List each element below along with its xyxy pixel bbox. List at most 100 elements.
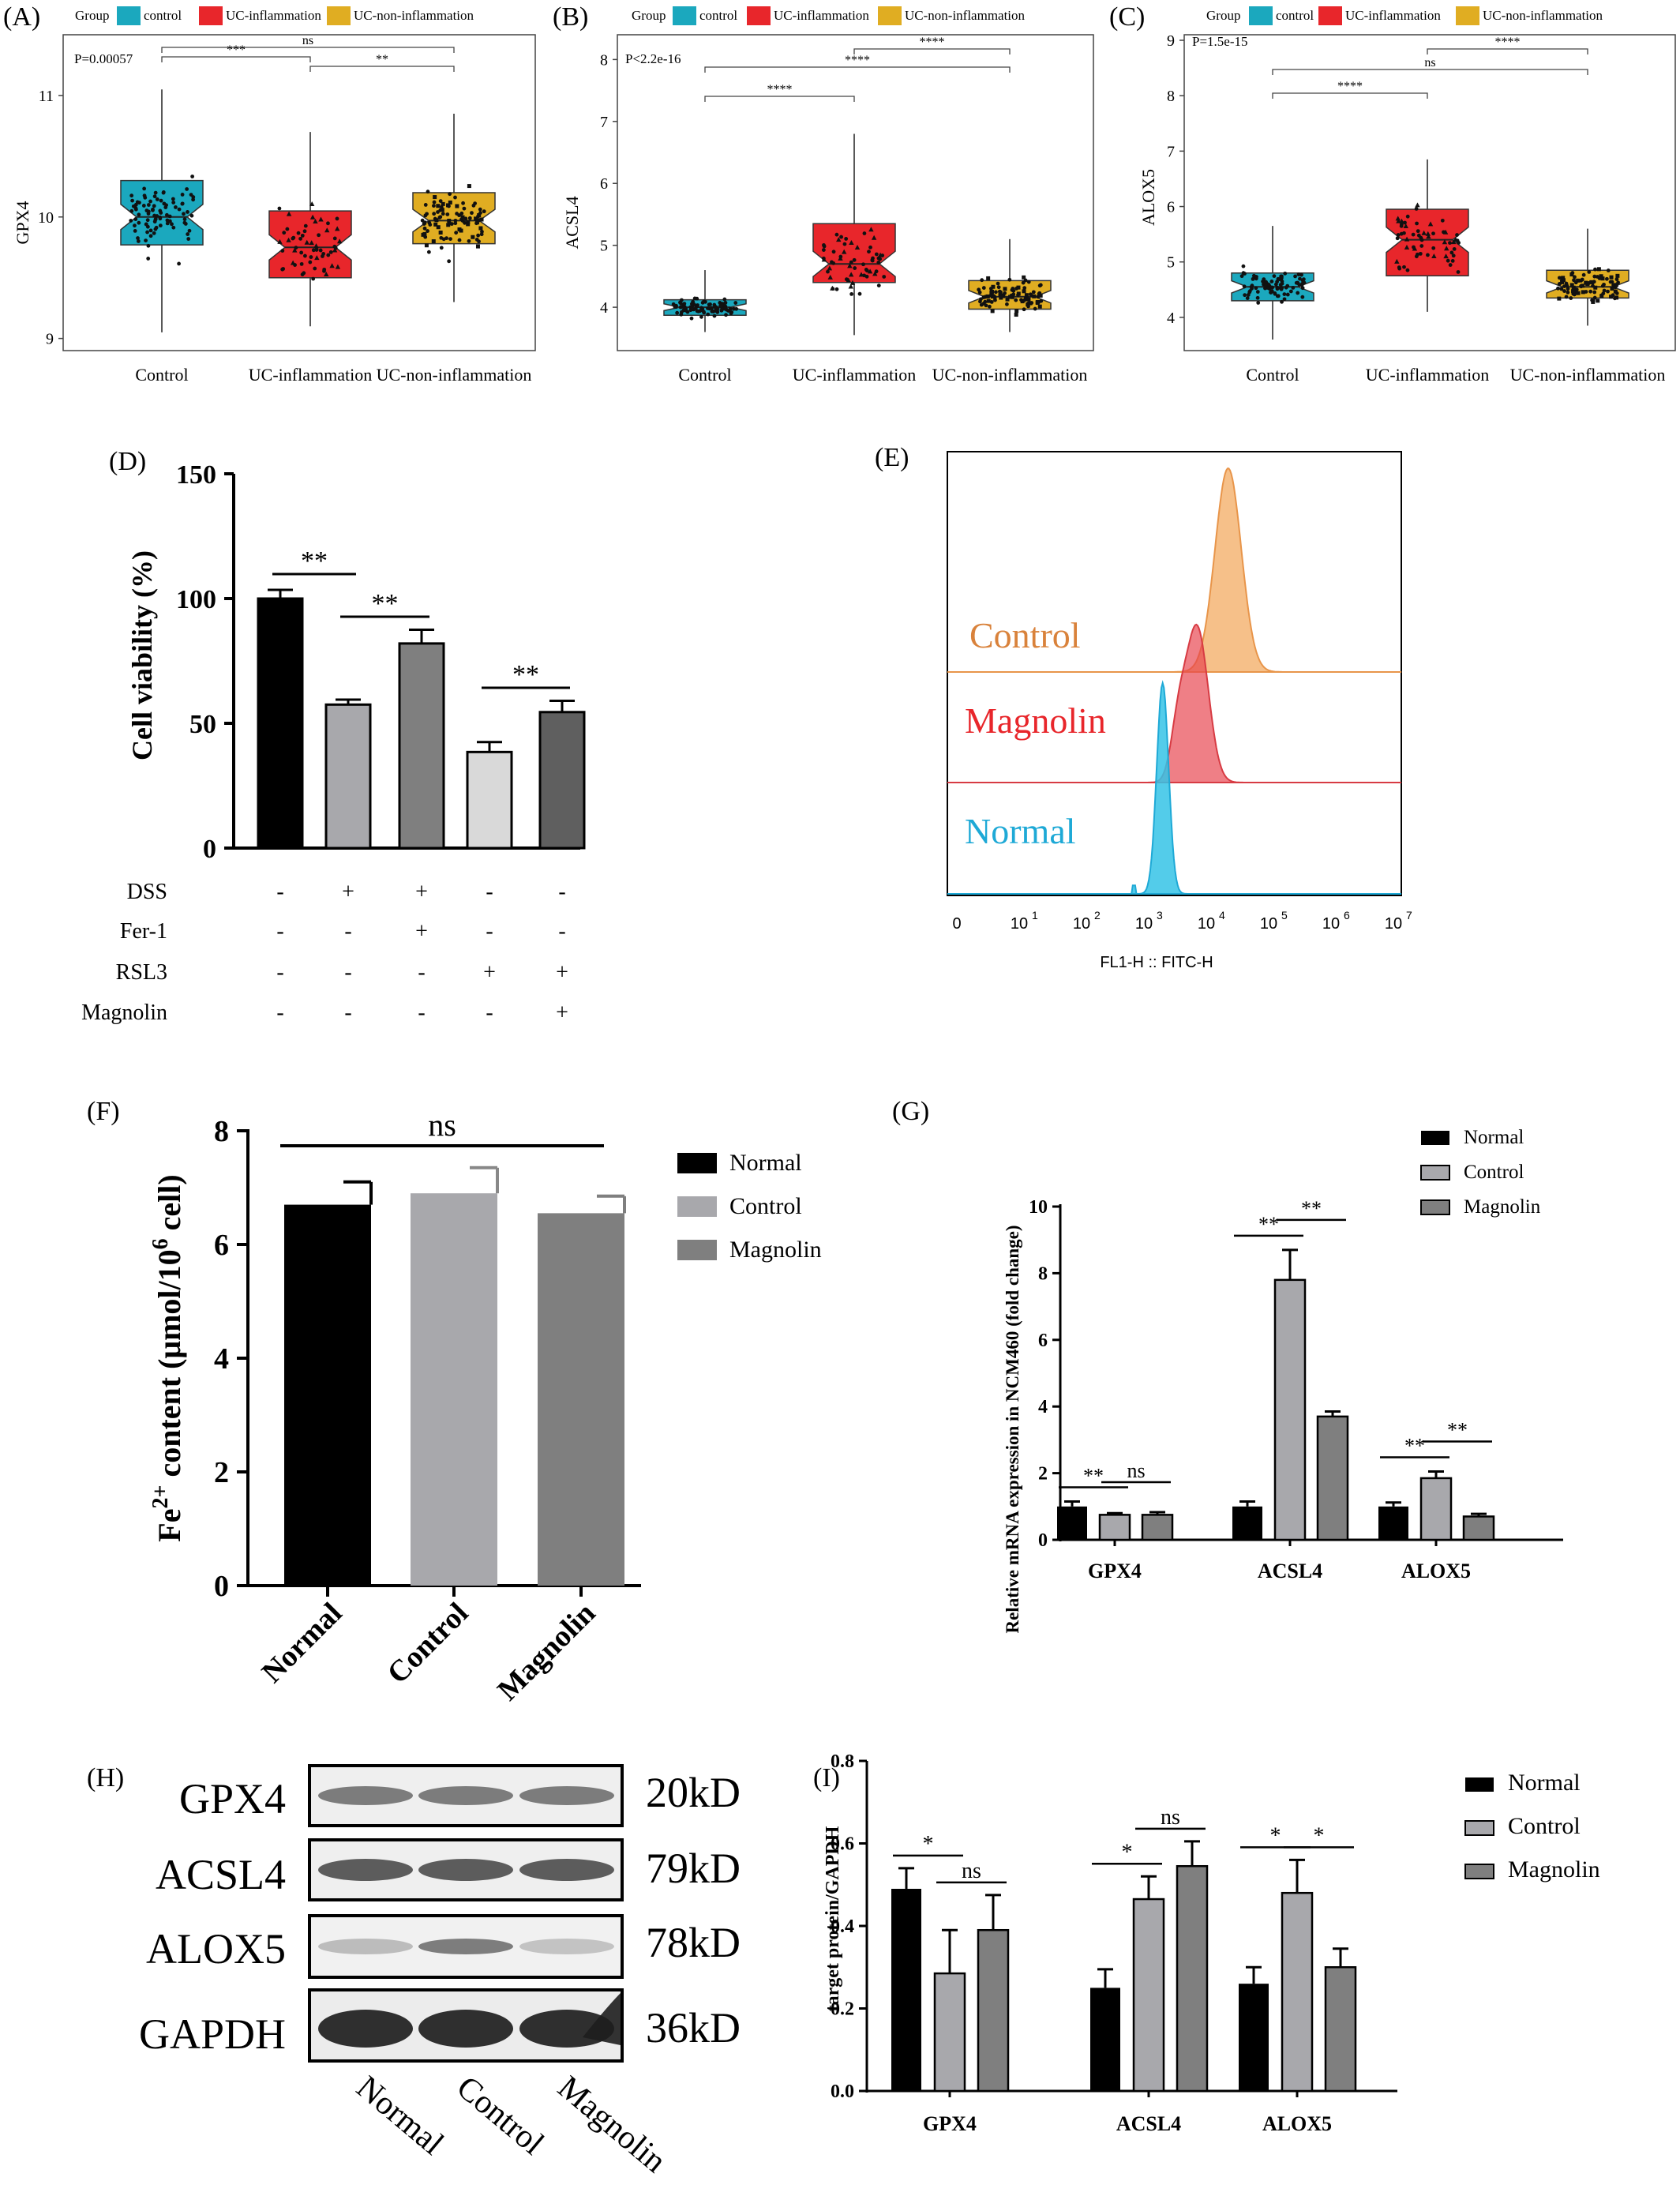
- data-point: [146, 203, 151, 207]
- condition-mark: -: [344, 919, 351, 944]
- data-point: [1571, 289, 1576, 294]
- data-point: [1005, 302, 1009, 306]
- data-point: [1022, 307, 1026, 312]
- y-axis-label: Cell viability (%): [126, 550, 158, 760]
- data-point: [422, 220, 427, 225]
- data-point: [447, 259, 452, 264]
- condition-table: DSS - + + - - Fer-1 - - + - - RSL3 - - - + + Magnolin - - - - +: [81, 880, 568, 1025]
- significance-bracket: [1427, 48, 1588, 54]
- data-point: [309, 201, 315, 207]
- condition-name: Magnolin: [81, 1000, 167, 1025]
- data-point: [688, 305, 693, 310]
- data-point: [309, 255, 313, 259]
- y-label-part: cell): [152, 1174, 187, 1238]
- data-point: [441, 212, 445, 216]
- data-point: [318, 216, 324, 222]
- significance-label: ****: [920, 36, 945, 49]
- data-point: [146, 243, 151, 248]
- data-point: [1011, 292, 1016, 297]
- data-point: [1033, 306, 1037, 311]
- bar-control: [1419, 1477, 1453, 1541]
- data-point: [479, 232, 484, 237]
- data-point: [1450, 259, 1455, 263]
- data-point: [182, 217, 187, 222]
- bar: [411, 1193, 497, 1586]
- data-point: [849, 291, 854, 296]
- data-point: [1402, 231, 1406, 235]
- data-point: [137, 201, 141, 205]
- data-point: [1404, 244, 1410, 250]
- significance-label: **: [1258, 1213, 1279, 1236]
- y-label-superscript: 2+: [148, 1485, 173, 1509]
- condition-mark: -: [344, 960, 351, 985]
- data-point: [155, 197, 159, 201]
- data-point: [324, 272, 329, 277]
- data-point: [1243, 293, 1247, 298]
- blot-band: [318, 1859, 413, 1881]
- y-tick-label: 0.2: [831, 1999, 854, 2020]
- data-point: [1020, 299, 1025, 304]
- histogram-normal: [947, 680, 1401, 895]
- data-point: [878, 257, 883, 261]
- data-point: [876, 261, 881, 265]
- data-point: [992, 295, 996, 298]
- data-point: [280, 249, 285, 253]
- y-axis-label: Fe2+ content (μmol/106 cell): [148, 1174, 187, 1541]
- blot-size-label: 78kD: [646, 1919, 741, 1966]
- data-point: [1569, 283, 1574, 287]
- data-point: [313, 243, 319, 249]
- data-point: [1254, 275, 1258, 279]
- data-point: [309, 214, 316, 220]
- condition-mark: -: [486, 1000, 493, 1025]
- legend-swatch-control: [117, 6, 141, 25]
- data-point: [291, 236, 295, 241]
- x-tick-label: 10: [1073, 915, 1090, 933]
- data-point: [1606, 268, 1611, 272]
- data-point: [693, 306, 698, 311]
- data-point: [1455, 233, 1459, 237]
- data-point: [439, 246, 444, 250]
- significance-bracket: [1272, 92, 1428, 99]
- legend-swatch-uc-inflammation: [747, 6, 771, 25]
- legend-swatch-control: [673, 6, 696, 25]
- data-point: [445, 212, 450, 216]
- data-point: [706, 312, 711, 317]
- y-tick-label: 0: [203, 835, 216, 864]
- data-point: [1397, 265, 1401, 269]
- data-point: [1022, 286, 1027, 291]
- data-point: [298, 236, 303, 241]
- data-point: [453, 195, 457, 200]
- data-point: [1564, 295, 1569, 299]
- data-point: [876, 283, 881, 287]
- significance-label: **: [1447, 1418, 1468, 1441]
- y-tick-label: 4: [1038, 1397, 1048, 1417]
- x-category-label: UC-inflammation: [1366, 365, 1489, 385]
- data-point: [979, 302, 984, 307]
- data-point: [989, 300, 994, 304]
- data-point: [1396, 233, 1401, 237]
- y-tick-label: 5: [1167, 254, 1175, 272]
- y-ticks: 4 5 6 7 8: [600, 51, 617, 317]
- data-point: [874, 252, 879, 257]
- data-point: [1569, 272, 1574, 277]
- data-point: [997, 289, 1002, 294]
- data-point: [1288, 289, 1293, 294]
- data-point: [1421, 230, 1427, 235]
- condition-mark: -: [558, 880, 565, 904]
- x-tick-label: 10: [1198, 915, 1215, 933]
- data-point: [286, 211, 292, 216]
- data-point: [714, 305, 718, 310]
- data-point: [1250, 287, 1254, 291]
- data-point: [299, 250, 304, 255]
- data-point: [304, 239, 309, 245]
- data-point: [423, 203, 428, 207]
- x-category-label: ACSL4: [1116, 2112, 1181, 2135]
- data-point: [475, 244, 480, 249]
- data-point: [1415, 221, 1419, 226]
- data-point: [1275, 287, 1280, 291]
- y-tick-label: 2: [1038, 1464, 1048, 1485]
- data-point: [1395, 236, 1400, 241]
- x-category-label: UC-non-inflammation: [932, 365, 1088, 385]
- data-point: [1566, 290, 1570, 295]
- significance-bracket: [161, 47, 455, 53]
